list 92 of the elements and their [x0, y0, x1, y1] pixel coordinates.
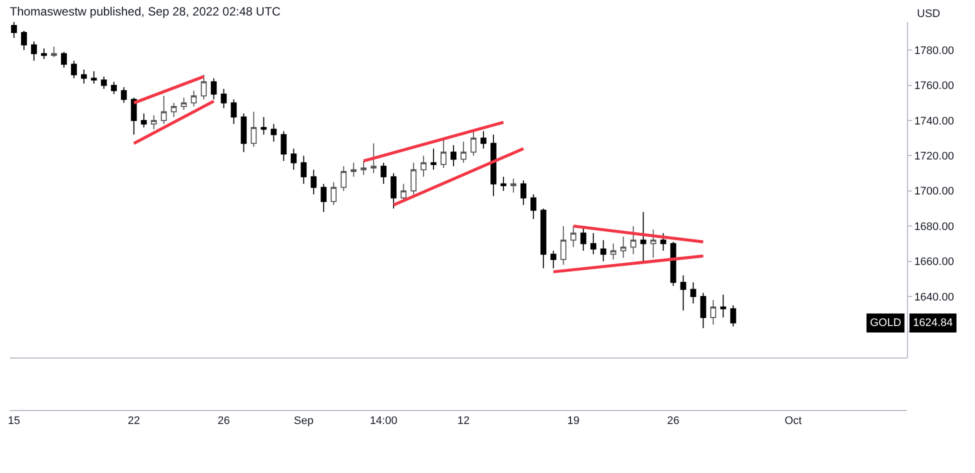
candlestick	[200, 74, 207, 100]
candlestick	[680, 274, 686, 312]
candlestick	[70, 60, 77, 79]
candlestick	[120, 86, 127, 104]
annotation: GOLD	[870, 317, 902, 329]
x-tick-label: 22	[128, 415, 140, 428]
candlestick	[190, 90, 197, 107]
candlestick	[580, 227, 586, 252]
candlestick	[150, 114, 157, 130]
candlestick	[360, 160, 367, 176]
candlestick	[90, 70, 97, 84]
candlestick	[640, 211, 646, 262]
candlestick	[300, 155, 307, 184]
y-axis-title: USD	[917, 8, 940, 20]
candlestick	[60, 51, 67, 68]
candlestick	[590, 232, 596, 255]
candlestick	[270, 124, 277, 142]
candlestick	[550, 250, 556, 269]
candlestick	[480, 130, 486, 150]
candlestick	[41, 48, 47, 60]
candlestick	[490, 134, 496, 197]
candlestick	[510, 178, 516, 194]
y-tick-label: 1680.00	[914, 220, 954, 233]
candlestick	[21, 30, 27, 51]
x-tick-label: 19	[567, 415, 580, 428]
candlestick	[130, 97, 137, 136]
candlestick	[340, 166, 347, 192]
candlestick	[700, 292, 706, 329]
candlestick	[210, 78, 217, 100]
candlestick	[570, 226, 576, 248]
candlestick	[660, 232, 666, 252]
candlestick	[140, 112, 147, 128]
candlestick	[410, 162, 416, 195]
candlestick	[350, 162, 357, 178]
candlestick	[330, 182, 337, 206]
candlestick	[250, 111, 257, 148]
y-tick-label: 1720.00	[914, 150, 954, 163]
candlestick	[280, 130, 287, 162]
y-tick-label: 1760.00	[914, 80, 954, 92]
candlestick	[80, 69, 87, 84]
candlestick	[450, 144, 456, 167]
y-tick-label: 1640.00	[914, 291, 954, 304]
candlestick	[290, 148, 297, 170]
candlestick	[730, 304, 736, 327]
candlestick	[240, 112, 247, 153]
candlestick	[500, 176, 506, 192]
candlestick	[710, 299, 716, 326]
candlestick	[460, 141, 466, 164]
candlestick	[440, 138, 446, 169]
candlestick	[520, 180, 526, 206]
candlestick	[720, 294, 726, 318]
x-tick-label: Sep	[294, 415, 314, 428]
candlestick	[600, 240, 606, 262]
candlestick	[100, 76, 107, 90]
x-tick-label: 26	[218, 415, 230, 428]
candlestick	[530, 194, 536, 220]
y-tick-label: 1700.00	[914, 186, 954, 198]
candlestick	[430, 148, 436, 170]
candlestick	[31, 40, 37, 62]
y-tick-label: 1660.00	[914, 256, 954, 268]
candlestick	[630, 226, 636, 255]
candlestick	[400, 183, 407, 202]
candlestick	[390, 172, 397, 209]
candlestick	[170, 102, 177, 118]
x-tick-label: 14:00	[370, 415, 398, 428]
candlestick	[560, 226, 566, 266]
candlestick	[370, 142, 377, 174]
candlestick	[610, 243, 616, 260]
y-tick-label: 1780.00	[914, 45, 954, 57]
x-tick-label: Oct	[784, 415, 802, 428]
candlestick	[650, 229, 656, 258]
candlestick	[540, 208, 546, 269]
candlestick	[320, 183, 327, 212]
x-tick-label: 26	[667, 415, 680, 428]
y-tick-label: 1740.00	[914, 115, 954, 128]
candlestick	[380, 162, 387, 184]
candlestick	[51, 46, 57, 58]
x-tick-label: 12	[457, 415, 470, 428]
candlestick	[260, 116, 267, 136]
candlestick	[220, 88, 227, 109]
x-tick-label: 15	[8, 415, 20, 428]
candlestick	[420, 155, 426, 178]
candlestick	[160, 95, 167, 125]
chart-title: Thomaswestw published, Sep 28, 2022 02:48 UTC	[10, 4, 281, 18]
text: 1624.84	[913, 317, 953, 329]
candlestick	[310, 169, 317, 195]
candlestick	[110, 81, 117, 95]
candlestick	[690, 282, 696, 304]
candlestick	[620, 236, 626, 258]
candlestick	[180, 97, 187, 110]
candlestick	[230, 98, 237, 125]
candlestick	[11, 22, 17, 38]
